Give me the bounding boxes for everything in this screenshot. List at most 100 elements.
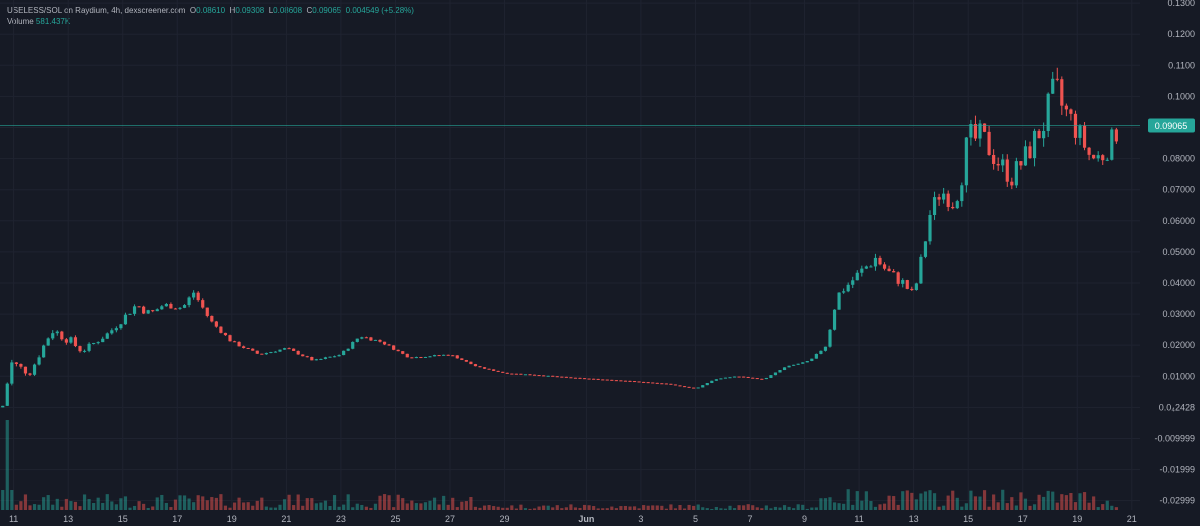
volume-bar (978, 496, 982, 510)
volume-bar (960, 506, 964, 510)
volume-bar (805, 508, 809, 510)
candle-body (942, 193, 946, 200)
volume-bar (692, 505, 696, 510)
volume-bar (905, 490, 909, 510)
candle-body (246, 347, 250, 349)
volume-bar (1001, 489, 1005, 510)
candle-body (264, 352, 268, 355)
candle-body (1037, 130, 1041, 139)
candle-body (173, 308, 178, 310)
candle-body (860, 268, 864, 273)
candle-body (228, 335, 232, 342)
volume-bar (728, 505, 732, 510)
volume-bar (1023, 498, 1028, 510)
volume-bar (673, 508, 678, 510)
volume-bar (892, 496, 896, 510)
candle-body (832, 309, 837, 330)
candle-body (951, 206, 955, 209)
candle-body (1105, 159, 1109, 161)
candle-body (605, 379, 609, 381)
x-tick-label: 21 (1127, 514, 1137, 524)
candle-body (628, 380, 632, 382)
candle-body (1010, 181, 1014, 186)
volume-bar (664, 508, 668, 510)
candle-body (451, 355, 455, 357)
candle-body (387, 344, 391, 346)
candle-body (292, 348, 296, 351)
volume-bar (351, 507, 355, 510)
candle-body (601, 379, 605, 381)
candle-body (696, 387, 700, 389)
candle-body (782, 367, 787, 371)
volume-bar (369, 507, 373, 510)
candle-body (182, 305, 187, 308)
y-tick-label: 0.08000 (1162, 154, 1195, 164)
volume-bar (214, 497, 218, 510)
volume-bar (73, 501, 78, 510)
candle-body (69, 337, 73, 343)
candle-body (764, 377, 768, 380)
candle-body (382, 341, 387, 345)
candle-body (360, 337, 364, 339)
volume-bar (473, 506, 478, 510)
x-tick-label: 13 (909, 514, 919, 524)
candle-body (482, 367, 487, 369)
candle-body (787, 365, 791, 368)
candle-body (337, 355, 341, 357)
candle-body (178, 307, 182, 309)
candle-body (510, 373, 514, 375)
x-tick-label: 29 (500, 514, 510, 524)
volume-bar (1010, 497, 1014, 510)
y-tick-label: 0.1200 (1167, 29, 1195, 39)
candle-body (1046, 93, 1050, 131)
x-tick-label: 15 (963, 514, 973, 524)
open-value: 0.08610 (196, 6, 226, 15)
volume-bar (551, 507, 555, 510)
candle-body (151, 310, 155, 312)
candle-body (855, 272, 859, 281)
volume-bar (132, 505, 137, 510)
candle-body (1096, 155, 1100, 159)
candle-body (37, 357, 41, 365)
volume-bar (1114, 507, 1118, 510)
candle-body (19, 363, 23, 367)
candle-body (532, 374, 537, 376)
candle-body (60, 331, 64, 340)
volume-bar (123, 496, 128, 510)
volume-bar (1028, 505, 1032, 510)
volume-bar (764, 505, 768, 510)
candle-body (1019, 161, 1023, 166)
candle-body (1092, 154, 1096, 159)
volume-bar (1005, 503, 1009, 510)
candle-body (864, 266, 868, 269)
candle-body (564, 376, 568, 378)
candle-body (269, 352, 273, 354)
volume-bar (419, 503, 423, 510)
volume-bar (60, 506, 64, 510)
candle-body (73, 337, 78, 347)
candle-body (64, 339, 68, 343)
candle-body (214, 321, 218, 327)
low-value: 0.08608 (273, 6, 303, 15)
volume-bar (510, 505, 514, 510)
candle-body (664, 383, 668, 385)
candle-body (514, 373, 518, 375)
candle-body (496, 370, 500, 372)
candle-body (192, 292, 196, 298)
volume-header: Volume 581.437K (7, 17, 70, 26)
close-label: C (306, 6, 313, 15)
volume-bar (896, 504, 900, 510)
pair-label: USELESS/SOL on Raydium, 4h, dexscreener.… (7, 6, 186, 15)
volume-bar (1069, 493, 1073, 510)
volume-bar (78, 506, 82, 510)
candle-body (546, 375, 550, 377)
candle-body (842, 291, 846, 293)
volume-bar (451, 497, 455, 510)
candle-body (1087, 147, 1091, 155)
volume-bar (937, 506, 941, 510)
candle-body (901, 280, 905, 284)
volume-bar (387, 495, 391, 510)
candle-body (196, 292, 200, 301)
volume-bar (928, 490, 932, 510)
